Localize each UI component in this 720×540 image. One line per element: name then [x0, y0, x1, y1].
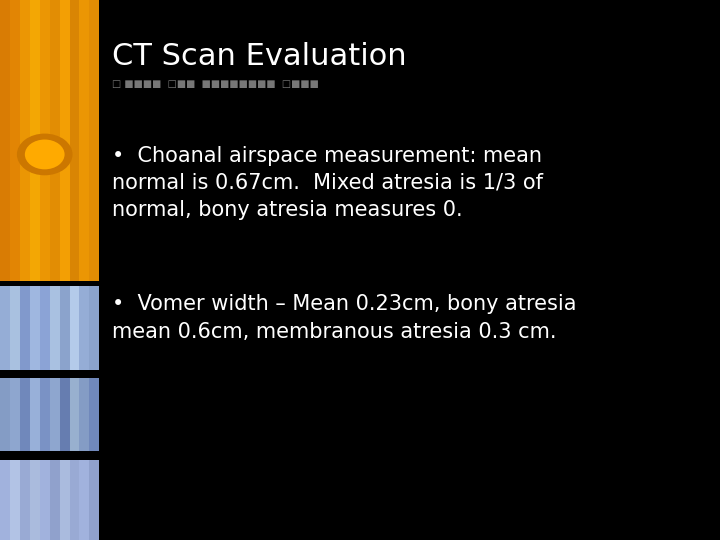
Bar	[40, 460, 50, 540]
Bar	[89, 0, 99, 281]
Bar	[50, 286, 60, 370]
Bar	[60, 460, 70, 540]
Bar	[40, 0, 50, 281]
Circle shape	[24, 139, 65, 170]
Bar	[70, 286, 79, 370]
Bar	[89, 286, 99, 370]
Bar	[20, 286, 30, 370]
Bar	[60, 378, 70, 451]
Bar	[30, 286, 40, 370]
Text: •  Vomer width – Mean 0.23cm, bony atresia
mean 0.6cm, membranous atresia 0.3 cm: • Vomer width – Mean 0.23cm, bony atresi…	[112, 294, 576, 341]
Text: •  Choanal airspace measurement: mean
normal is 0.67cm.  Mixed atresia is 1/3 of: • Choanal airspace measurement: mean nor…	[112, 146, 543, 220]
Bar	[30, 378, 40, 451]
Bar	[10, 0, 20, 281]
Bar	[70, 378, 79, 451]
Bar	[50, 0, 60, 281]
Bar	[79, 286, 89, 370]
Bar	[40, 378, 50, 451]
Bar	[10, 460, 20, 540]
Bar	[79, 378, 89, 451]
Bar	[20, 378, 30, 451]
Bar	[40, 286, 50, 370]
Bar	[0, 378, 10, 451]
Bar	[20, 460, 30, 540]
Bar	[50, 460, 60, 540]
Bar	[79, 460, 89, 540]
Bar	[50, 378, 60, 451]
Bar	[60, 286, 70, 370]
Bar	[89, 378, 99, 451]
Bar	[10, 286, 20, 370]
Bar	[89, 460, 99, 540]
Bar	[70, 460, 79, 540]
Text: CT Scan Evaluation: CT Scan Evaluation	[112, 42, 406, 71]
Bar	[60, 0, 70, 281]
Bar	[0, 378, 99, 451]
Bar	[0, 460, 10, 540]
Bar	[30, 0, 40, 281]
Circle shape	[17, 133, 73, 176]
Bar	[0, 0, 99, 281]
Text: □ ■■■■  □■■  ■■■■■■■■  □■■■: □ ■■■■ □■■ ■■■■■■■■ □■■■	[112, 79, 318, 89]
Bar	[20, 0, 30, 281]
Bar	[79, 0, 89, 281]
Bar	[0, 460, 99, 540]
Bar	[30, 460, 40, 540]
Bar	[10, 378, 20, 451]
Bar	[0, 0, 10, 281]
Bar	[70, 0, 79, 281]
Bar	[0, 286, 10, 370]
Bar	[0, 286, 99, 370]
